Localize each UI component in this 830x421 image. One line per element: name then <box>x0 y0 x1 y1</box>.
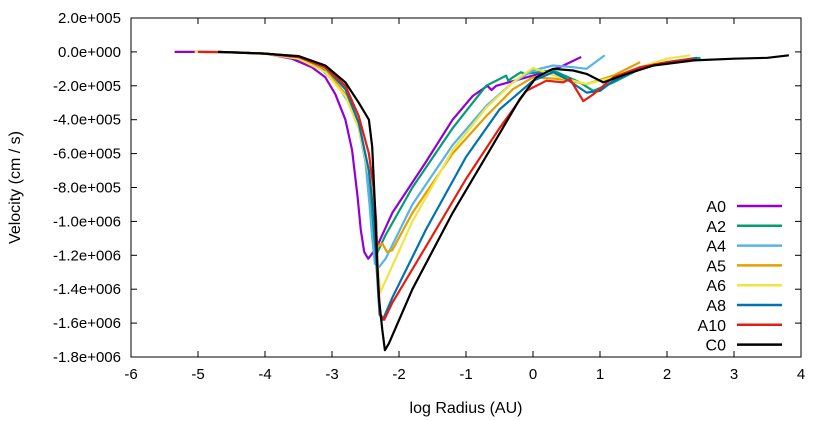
legend-label-a10: A10 <box>698 318 727 335</box>
x-tick-label: 3 <box>730 366 738 383</box>
y-tick-label: -6.0e+005 <box>53 146 121 163</box>
y-tick-label: -2.0e+005 <box>53 78 121 95</box>
series-line-c0 <box>218 50 790 352</box>
x-tick-label: -1 <box>459 366 472 383</box>
series-line-a6 <box>194 50 691 294</box>
x-tick-label: -3 <box>325 366 338 383</box>
y-axis-title: Velocity (cm / s) <box>7 131 24 244</box>
y-tick-label: -1.4e+006 <box>53 281 121 298</box>
x-tick-label: -5 <box>191 366 204 383</box>
y-tick-label: -1.6e+006 <box>53 315 121 332</box>
y-tick-label: -1.2e+006 <box>53 247 121 264</box>
y-axis: 2.0e+005 0.0e+000 -2.0e+005 -4.0e+005 -6.0e+… <box>53 10 801 366</box>
legend-label-a8: A8 <box>706 298 726 315</box>
x-axis-title: log Radius (AU) <box>410 400 523 417</box>
legend-label-a4: A4 <box>706 239 726 256</box>
y-tick-label: -1.8e+006 <box>53 349 121 366</box>
y-tick-label: -1.0e+006 <box>53 213 121 230</box>
series-line-a0 <box>174 50 582 260</box>
plot-frame <box>130 17 802 358</box>
x-tick-label: 1 <box>596 366 604 383</box>
series-curves <box>174 50 790 352</box>
y-tick-label: 2.0e+005 <box>58 10 121 27</box>
x-tick-label: -4 <box>258 366 271 383</box>
y-tick-label: 0.0e+000 <box>58 44 121 61</box>
series-line-a5 <box>218 50 641 253</box>
x-tick-label: -2 <box>392 366 405 383</box>
x-tick-label: 0 <box>529 366 537 383</box>
legend: A0 A2 A4 A5 A6 A8 A10 C0 <box>698 199 782 355</box>
x-tick-label: 4 <box>797 366 805 383</box>
legend-label-a0: A0 <box>706 199 726 216</box>
x-tick-label: 2 <box>663 366 671 383</box>
x-axis: -6 -5 -4 -3 -2 -1 0 1 2 3 4 <box>124 18 805 383</box>
legend-label-a6: A6 <box>706 278 726 295</box>
y-tick-label: -8.0e+005 <box>53 180 121 197</box>
x-tick-label: -6 <box>124 366 137 383</box>
legend-label-a2: A2 <box>706 219 726 236</box>
legend-label-a5: A5 <box>706 258 726 275</box>
series-line-a8 <box>218 50 698 321</box>
series-line-a10 <box>197 50 694 321</box>
y-tick-label: -4.0e+005 <box>53 112 121 129</box>
legend-label-c0: C0 <box>706 338 727 355</box>
